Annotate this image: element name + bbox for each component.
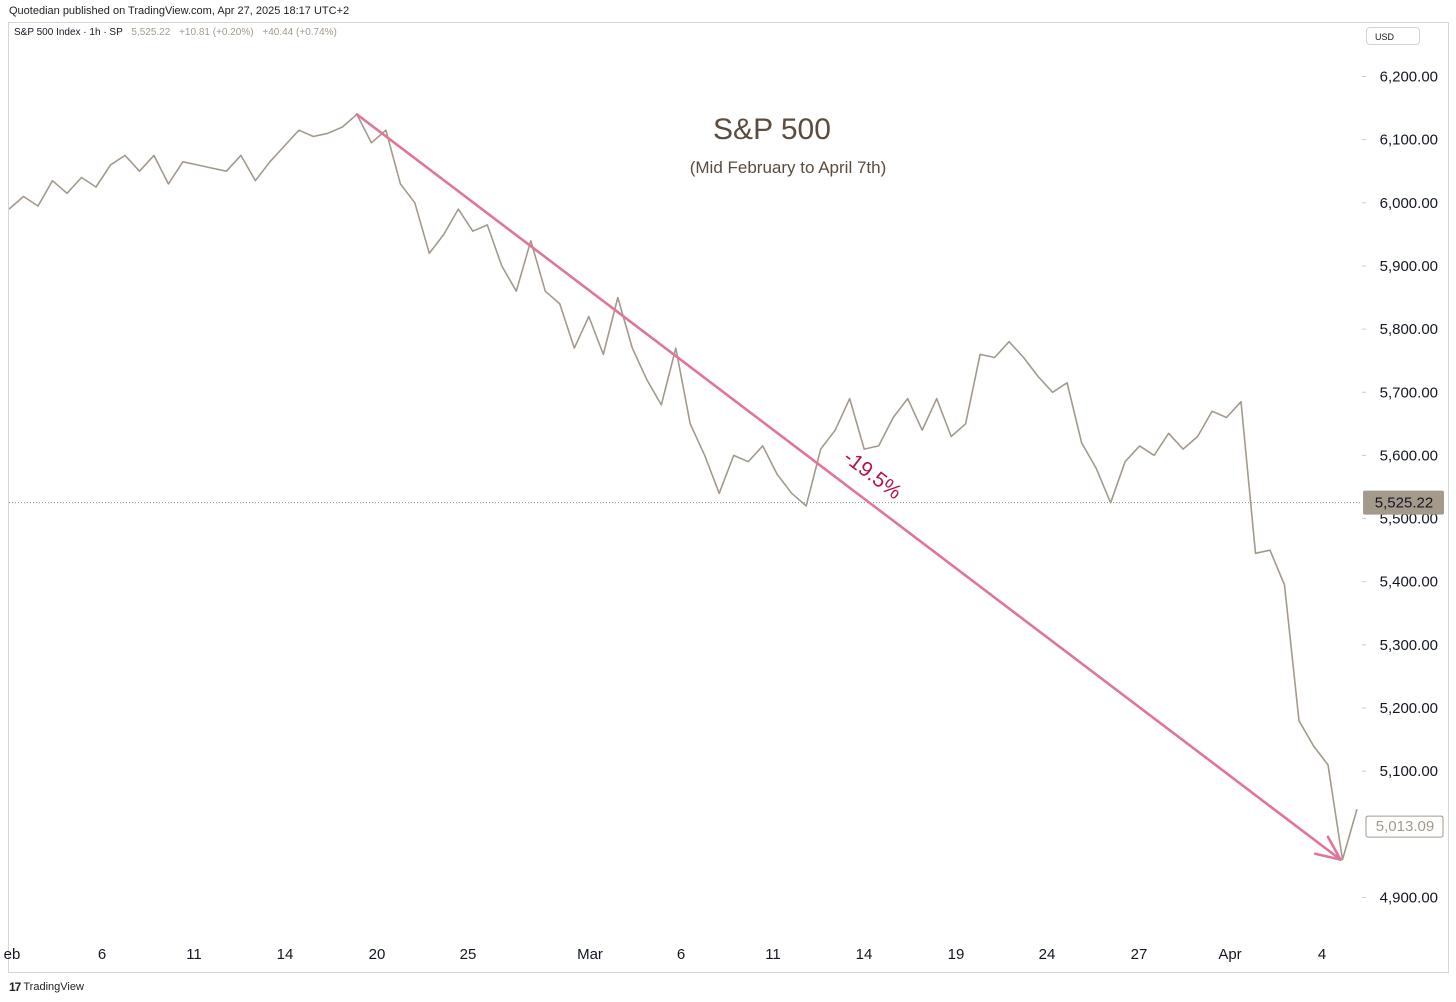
y-tick-label: 4,900.00 [1380, 890, 1438, 907]
y-tick-label: 6,100.00 [1380, 132, 1438, 149]
y-tick-label: 5,100.00 [1380, 763, 1438, 780]
footer: 17 TradingView [9, 980, 84, 994]
tradingview-logo-icon: 17 [9, 980, 21, 994]
x-tick-label: 24 [1039, 946, 1056, 963]
x-tick-label: 11 [186, 946, 202, 963]
y-tick-label: 5,200.00 [1380, 700, 1438, 717]
x-tick-label: eb [4, 946, 21, 963]
legend-change2: +40.44 (+0.74%) [262, 27, 337, 38]
chart-subtitle: (Mid February to April 7th) [690, 158, 887, 177]
legend-symbol: S&P 500 Index · 1h · SP [14, 27, 123, 38]
y-tick-label: 5,900.00 [1380, 258, 1438, 275]
tradingview-label: TradingView [23, 981, 84, 993]
chart-title: S&P 500 [713, 113, 831, 146]
top-bar: Quotedian published on TradingView.com, … [0, 0, 1456, 22]
decline-arrow[interactable] [355, 113, 1342, 861]
y-tick-label: 5,800.00 [1380, 321, 1438, 338]
y-tick-label: 5,400.00 [1380, 574, 1438, 591]
legend-last: 5,525.22 [131, 27, 171, 38]
x-tick-label: 20 [369, 946, 386, 963]
chart-frame [8, 22, 1449, 973]
decline-annotation: -19.5% [839, 446, 906, 504]
x-tick-label: 25 [460, 946, 477, 963]
last-price-label: 5,525.22 [1375, 495, 1433, 512]
x-tick-label: Mar [577, 946, 603, 963]
y-tick-label: 6,200.00 [1380, 69, 1438, 86]
prev-price-badge [1365, 815, 1444, 838]
arrow-head [1313, 835, 1342, 861]
arrow-shaft [355, 113, 1342, 861]
currency-selector[interactable]: USD [1366, 27, 1420, 45]
x-tick-label: 14 [277, 946, 294, 963]
x-tick-label: 6 [677, 946, 685, 963]
y-tick-label: 5,500.00 [1380, 511, 1438, 528]
x-tick-label: 19 [948, 946, 965, 963]
last-price-badge [1363, 490, 1444, 515]
chart-title-group: S&P 500 (Mid February to April 7th) [690, 113, 887, 177]
x-tick-label: 11 [765, 946, 781, 963]
y-tick-label: 5,300.00 [1380, 637, 1438, 654]
y-tick-label: 5,700.00 [1380, 384, 1438, 401]
y-axis[interactable]: 6,200.00 6,100.00 6,000.00 5,900.00 5,800.00… [1362, 69, 1438, 907]
series-group [9, 113, 1358, 861]
x-tick-label: 4 [1318, 946, 1326, 963]
legend-change: +10.81 (+0.20%) [179, 27, 254, 38]
x-axis[interactable]: eb 6 11 14 20 25 Mar 6 11 14 19 24 27 Apr 4 [4, 946, 1327, 963]
x-tick-label: 14 [856, 946, 873, 963]
y-tick-label: 6,000.00 [1380, 195, 1438, 212]
price-series-line [9, 113, 1358, 861]
published-info: Quotedian published on TradingView.com, … [9, 5, 350, 17]
x-tick-label: 6 [98, 946, 106, 963]
x-tick-label: Apr [1218, 946, 1241, 963]
symbol-legend[interactable]: S&P 500 Index · 1h · SP 5,525.22 +10.81 … [14, 27, 337, 38]
x-tick-label: 27 [1131, 946, 1148, 963]
price-badges: 5,525.22 5,013.09 [1363, 490, 1444, 838]
prev-price-label: 5,013.09 [1376, 818, 1434, 835]
y-tick-label: 5,600.00 [1380, 447, 1438, 464]
